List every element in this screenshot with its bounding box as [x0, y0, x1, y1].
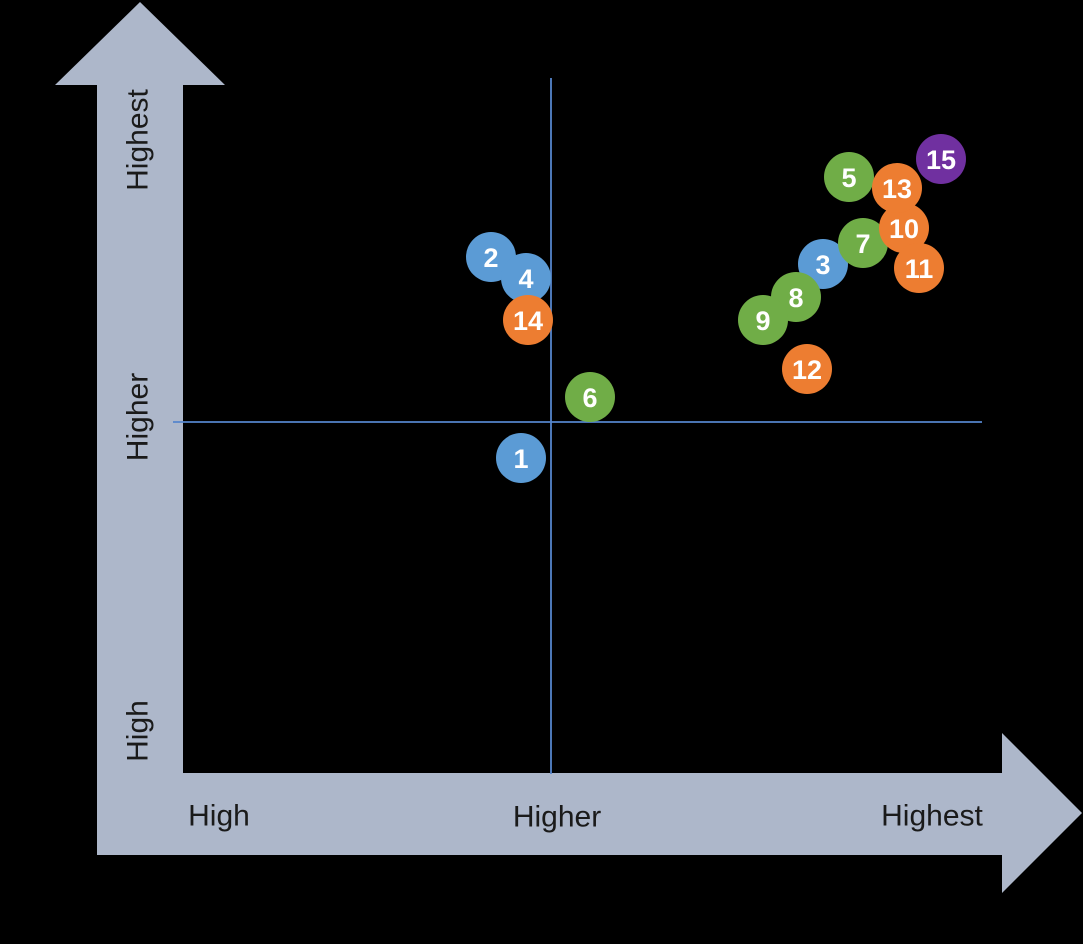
data-point-14: 14 — [503, 295, 553, 345]
axis-labels: Highest Higher High High Higher Highest — [122, 88, 984, 833]
data-point-circle-7 — [838, 218, 888, 268]
data-point-label-9: 9 — [755, 306, 770, 336]
data-point-3: 3 — [798, 239, 848, 289]
data-point-circle-4 — [501, 253, 551, 303]
x-axis-label-highest: Highest — [881, 800, 983, 833]
data-point-label-5: 5 — [841, 163, 856, 193]
y-axis-label-high: High — [122, 700, 155, 762]
x-axis-label-higher: Higher — [513, 801, 601, 834]
data-point-13: 13 — [872, 163, 922, 213]
data-point-label-3: 3 — [815, 250, 830, 280]
x-axis-label-high: High — [188, 800, 250, 833]
data-point-circle-9 — [738, 295, 788, 345]
data-point-label-14: 14 — [513, 306, 543, 336]
data-point-circle-10 — [879, 203, 929, 253]
data-point-circle-15 — [916, 134, 966, 184]
data-point-label-13: 13 — [882, 174, 912, 204]
data-point-circle-1 — [496, 433, 546, 483]
data-point-4: 4 — [501, 253, 551, 303]
data-point-label-2: 2 — [483, 243, 498, 273]
data-point-12: 12 — [782, 344, 832, 394]
x-axis-arrow — [97, 733, 1082, 893]
y-axis-label-higher: Higher — [122, 373, 155, 461]
data-point-label-6: 6 — [582, 383, 597, 413]
data-point-circle-12 — [782, 344, 832, 394]
data-point-circle-14 — [503, 295, 553, 345]
data-point-7: 7 — [838, 218, 888, 268]
data-point-label-10: 10 — [889, 214, 919, 244]
y-axis-label-highest: Highest — [122, 88, 155, 190]
data-point-label-12: 12 — [792, 355, 822, 385]
data-point-9: 9 — [738, 295, 788, 345]
data-point-10: 10 — [879, 203, 929, 253]
data-point-circle-5 — [824, 152, 874, 202]
data-point-label-11: 11 — [905, 254, 934, 284]
data-point-circle-6 — [565, 372, 615, 422]
data-point-label-1: 1 — [513, 444, 528, 474]
data-point-5: 5 — [824, 152, 874, 202]
data-point-label-7: 7 — [855, 229, 870, 259]
data-point-circle-11 — [894, 243, 944, 293]
data-point-label-8: 8 — [788, 283, 803, 313]
data-point-6: 6 — [565, 372, 615, 422]
data-point-15: 15 — [916, 134, 966, 184]
data-point-label-4: 4 — [518, 264, 533, 294]
data-point-label-15: 15 — [926, 145, 956, 175]
data-point-1: 1 — [496, 433, 546, 483]
data-point-circle-3 — [798, 239, 848, 289]
data-point-circle-13 — [872, 163, 922, 213]
y-axis-arrow — [55, 2, 225, 855]
data-point-11: 11 — [894, 243, 944, 293]
